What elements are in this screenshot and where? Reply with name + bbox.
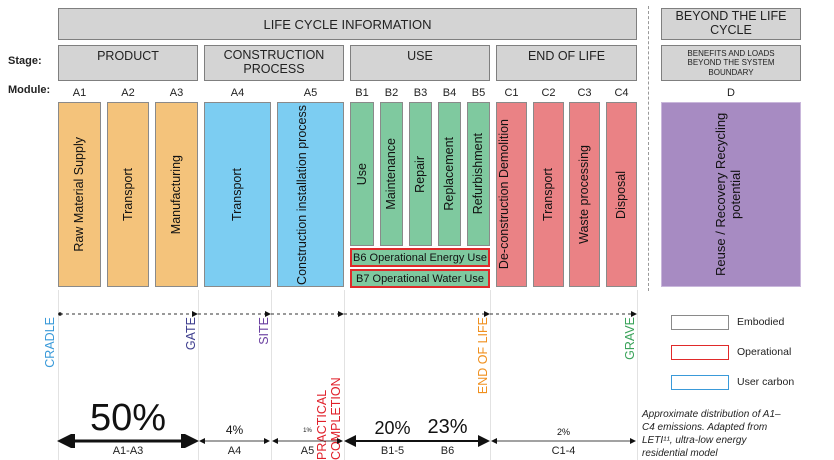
distribution-note: Approximate distribution of A1–C4 emissi… [642, 409, 781, 459]
life-cycle-header: LIFE CYCLE INFORMATION [58, 8, 637, 40]
module-d-reuse-recovery: Reuse / Recovery Recycling potential [661, 102, 801, 287]
milestone-end-of-life: END OF LIFE [476, 317, 490, 395]
module-code-c1: C1 [504, 87, 519, 99]
module-code-c3: C3 [577, 87, 592, 99]
module-label: Transport [120, 167, 135, 222]
module-code-b5: B5 [471, 87, 486, 99]
group-label-a5: A5 [300, 445, 315, 457]
module-label: Repair [413, 155, 428, 193]
module-a1-raw-material-supply: Raw Material Supply [58, 102, 101, 287]
legend-swatch-embodied [671, 315, 729, 330]
module-label: Waste processing [577, 145, 592, 244]
guide-line [344, 290, 345, 460]
legend-swatch-user-carbon [671, 375, 729, 390]
beyond-life-cycle-header: BEYOND THE LIFE CYCLE [661, 8, 801, 40]
module-a5-construction-installation: Construction installation process [277, 102, 344, 287]
group-label-a1-a3: A1-A3 [112, 445, 144, 457]
stage-row-label: Stage: [8, 55, 42, 67]
module-c1-deconstruction-demolition: De-construction Demolition [496, 102, 527, 287]
milestone-timeline [58, 311, 637, 317]
module-code-b1: B1 [355, 87, 369, 99]
percent-b1-5: 20% [374, 418, 411, 438]
percent-b6: 23% [427, 416, 468, 438]
legend-label-embodied: Embodied [737, 316, 785, 328]
module-b2-maintenance: Maintenance [380, 102, 403, 246]
module-b7-operational-water: B7 Operational Water Use [350, 269, 490, 288]
module-b5-refurbishment: Refurbishment [467, 102, 490, 246]
guide-line [198, 290, 199, 460]
module-label: Reuse / Recovery Recycling potential [713, 112, 743, 277]
guide-line [637, 290, 638, 460]
legend-label-operational: Operational [737, 346, 792, 358]
group-label-b1-5: B1-5 [380, 445, 405, 457]
stage-use: USE [350, 45, 490, 81]
module-label: Transport [541, 167, 556, 222]
module-label: Transport [230, 167, 245, 222]
milestone-site: SITE [257, 317, 271, 345]
module-label: Construction installation process [294, 104, 309, 285]
module-code-d: D [727, 87, 735, 99]
milestone-grave: GRAVE [623, 317, 637, 360]
module-label: Disposal [614, 170, 629, 219]
group-label-c1-4: C1-4 [551, 445, 576, 457]
module-code-b3: B3 [413, 87, 428, 99]
group-label-b6: B6 [440, 445, 455, 457]
module-label: Use [354, 162, 369, 186]
percent-c1-4: 2% [556, 427, 570, 437]
module-code-a3: A3 [169, 87, 184, 99]
module-code-b2: B2 [384, 87, 399, 99]
module-a3-manufacturing: Manufacturing [155, 102, 198, 287]
legend-swatch-operational [671, 345, 729, 360]
guide-line [58, 290, 59, 460]
module-row-label: Module: [8, 84, 51, 96]
module-label: Replacement [442, 137, 457, 211]
stage-product: PRODUCT [58, 45, 198, 81]
module-c3-waste-processing: Waste processing [569, 102, 600, 287]
module-b6-operational-energy: B6 Operational Energy Use [350, 248, 490, 267]
module-a2-transport: Transport [107, 102, 149, 287]
guide-line [271, 290, 272, 460]
percent-a1-a3: 50% [89, 397, 167, 439]
percent-a5: 1% [303, 428, 312, 434]
module-code-b4: B4 [442, 87, 457, 99]
milestone-cradle: CRADLE [43, 317, 57, 368]
module-c4-disposal: Disposal [606, 102, 637, 287]
stage-construction-process: CONSTRUCTION PROCESS [204, 45, 344, 81]
section-divider [648, 6, 649, 291]
module-b1-use: Use [350, 102, 374, 246]
percent-a4: 4% [225, 423, 244, 437]
module-code-c2: C2 [541, 87, 556, 99]
distribution-arrows [57, 434, 636, 448]
module-label: De-construction Demolition [497, 119, 511, 270]
module-a4-transport: Transport [204, 102, 271, 287]
module-label: Maintenance [384, 138, 399, 210]
module-label: Raw Material Supply [72, 137, 87, 252]
module-b4-replacement: Replacement [438, 102, 461, 246]
module-label: Manufacturing [169, 154, 184, 235]
stage-benefits-beyond-boundary: BENEFITS AND LOADS BEYOND THE SYSTEM BOU… [661, 45, 801, 81]
module-code-a4: A4 [230, 87, 245, 99]
group-label-a4: A4 [227, 445, 242, 457]
module-code-a1: A1 [72, 87, 87, 99]
guide-line [490, 290, 491, 460]
module-code-a5: A5 [303, 87, 318, 99]
module-label: Refurbishment [471, 133, 486, 215]
milestone-gate: GATE [184, 317, 198, 351]
module-c2-transport: Transport [533, 102, 564, 287]
module-code-a2: A2 [121, 87, 135, 99]
module-code-c4: C4 [614, 87, 629, 99]
legend-label-user-carbon: User carbon [737, 376, 795, 388]
stage-end-of-life: END OF LIFE [496, 45, 637, 81]
module-b3-repair: Repair [409, 102, 432, 246]
